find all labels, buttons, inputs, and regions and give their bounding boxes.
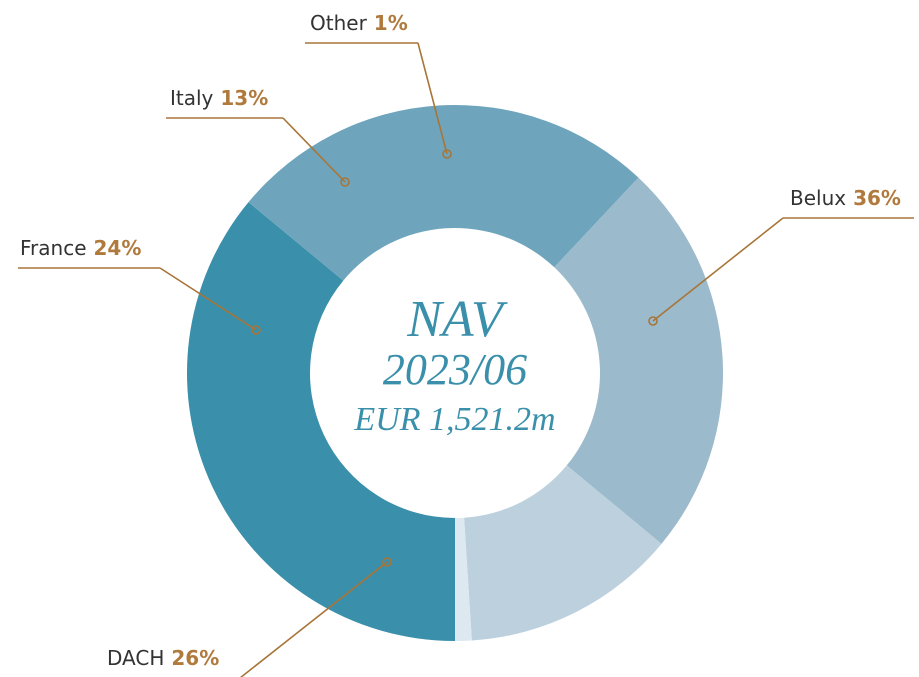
leader-line (159, 267, 257, 331)
category-label: Other 1% (310, 11, 408, 35)
label-group: DACH 26% (107, 557, 392, 677)
label-group: Other 1% (305, 11, 452, 159)
leader-line (282, 117, 346, 183)
category-name: France (20, 236, 87, 260)
value-label: 36% (853, 186, 901, 210)
donut (186, 104, 723, 642)
segment (455, 517, 472, 641)
segment (464, 465, 662, 641)
leader-line (239, 561, 388, 677)
segment (248, 104, 639, 281)
category-name: Belux (790, 186, 846, 210)
value-label: 13% (220, 86, 268, 110)
leader-line (417, 42, 448, 155)
category-label: DACH 26% (107, 646, 219, 670)
leader-dot (648, 316, 658, 326)
category-name: Italy (170, 86, 214, 110)
category-name: DACH (107, 646, 164, 670)
leader-dot (442, 149, 452, 159)
category-label: France 24% (20, 236, 141, 260)
center-title: NAV (406, 291, 508, 348)
leader-dot (382, 557, 392, 567)
center-nav: EUR 1,521.2m (353, 401, 555, 438)
leader-dot (251, 325, 261, 335)
value-label: 24% (94, 236, 142, 260)
value-label: 1% (374, 11, 408, 35)
leader-dot (340, 177, 350, 187)
label-group: Belux 36% (648, 186, 914, 326)
value-label: 26% (171, 646, 219, 670)
label-group: France 24% (18, 236, 261, 335)
center-date: 2023/06 (383, 345, 527, 394)
category-name: Other (310, 11, 368, 35)
category-label: Italy 13% (170, 86, 268, 110)
category-label: Belux 36% (790, 186, 901, 210)
label-group: Italy 13% (166, 86, 350, 187)
segment (554, 177, 723, 544)
leader-line (652, 217, 784, 322)
segment (186, 202, 456, 642)
